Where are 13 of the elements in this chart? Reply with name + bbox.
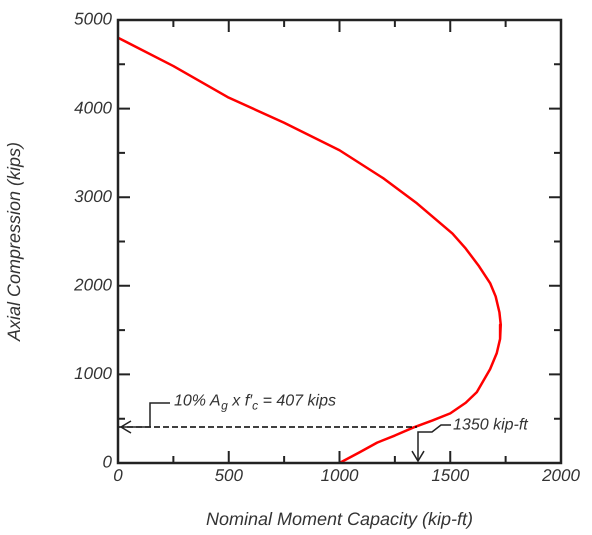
y-tick-label: 0	[102, 452, 113, 472]
y-axis-title: Axial Compression (kips)	[4, 142, 24, 342]
x-tick-label: 2000	[541, 466, 580, 485]
y-tick-label: 1000	[74, 364, 113, 384]
x-tick-label: 500	[214, 466, 244, 485]
y-tick-label: 4000	[74, 98, 113, 118]
y-tick-label: 5000	[74, 10, 113, 29]
y-tick-label: 2000	[73, 276, 113, 295]
y-tick-label: 3000	[74, 186, 113, 206]
annotation: 1350 kip-ft	[453, 416, 528, 434]
x-axis-title: Nominal Moment Capacity (kip-ft)	[206, 509, 474, 530]
x-tick-label: 1500	[431, 466, 470, 485]
x-tick-label: 1000	[320, 466, 359, 485]
